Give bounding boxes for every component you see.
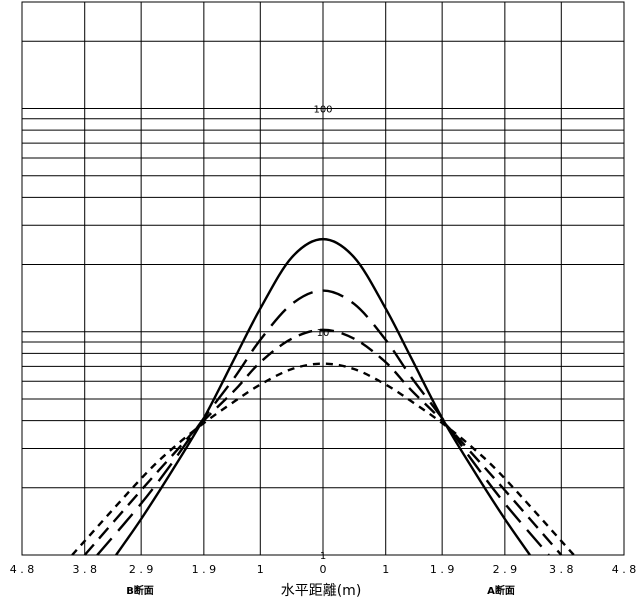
x-tick-label: 1 . 9 [192, 563, 217, 576]
x-tick-label: 3 . 8 [549, 563, 574, 576]
x-tick-label: 4 . 8 [10, 563, 35, 576]
x-tick-label: 1 [382, 563, 389, 576]
x-tick-label: 2 . 9 [129, 563, 154, 576]
series-line-1 [115, 237, 531, 556]
a-section-label: A断面 [487, 584, 515, 597]
series-line-4 [71, 362, 575, 556]
x-tick-label: 3 . 8 [72, 563, 97, 576]
x-tick-label: 2 . 9 [493, 563, 518, 576]
grid [21, 1, 625, 555]
y-tick-label: 1 [320, 551, 326, 562]
y-tick-label: 10 [317, 328, 330, 339]
x-tick-label: 1 . 9 [430, 563, 455, 576]
x-tick-label: 0 [320, 563, 327, 576]
y-tick-label: 100 [313, 105, 332, 116]
b-section-label: B断面 [126, 584, 154, 597]
x-axis-title: 水平距離(m) [281, 582, 362, 599]
x-tick-label: 1 [257, 563, 264, 576]
x-tick-label: 4 . 8 [612, 563, 637, 576]
series-layer [71, 237, 575, 556]
series-line-3 [83, 328, 563, 556]
series-line-2 [96, 289, 550, 556]
